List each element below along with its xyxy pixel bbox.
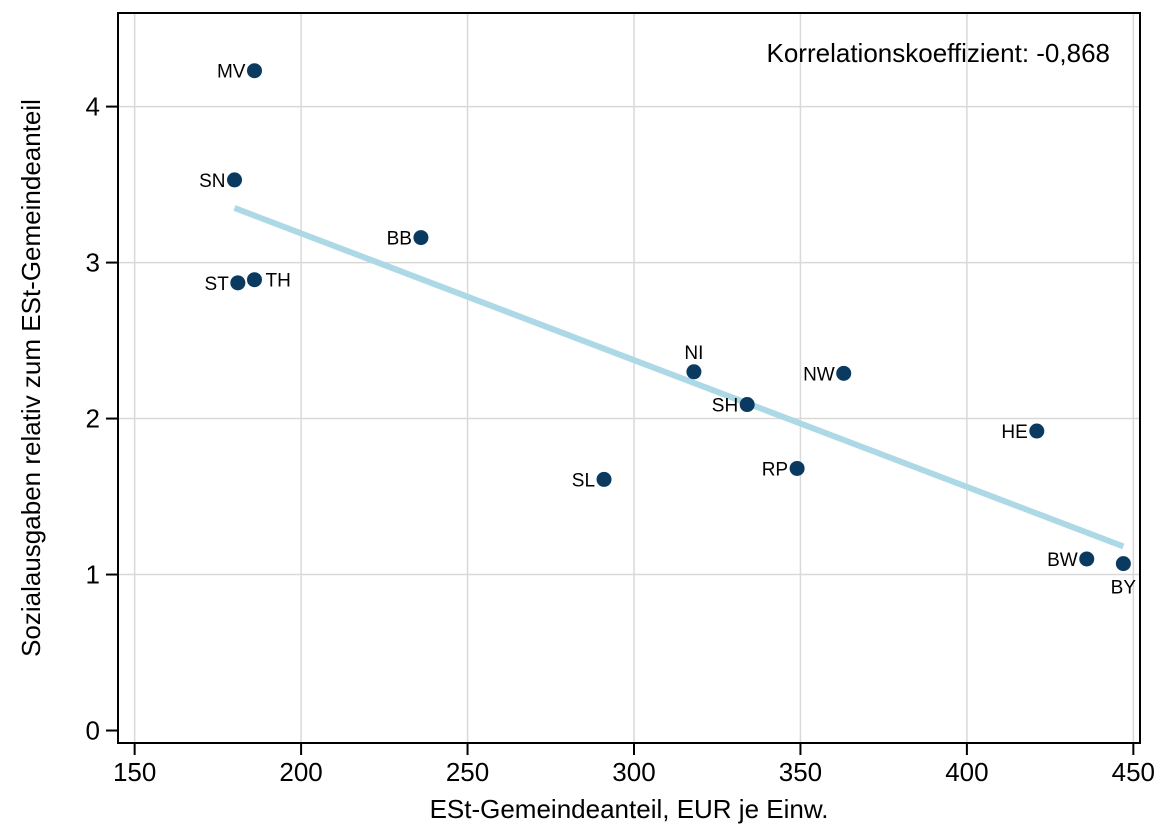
data-point-he — [1029, 423, 1045, 439]
x-axis-title: ESt-Gemeindeanteil, EUR je Einw. — [430, 794, 829, 824]
x-tick-label: 200 — [279, 757, 322, 787]
fit-line-group — [233, 205, 1125, 550]
data-label-bb: BB — [387, 229, 412, 250]
x-tick-label: 350 — [779, 757, 822, 787]
data-label-rp: RP — [762, 459, 788, 480]
correlation-annotation: Korrelationskoeffizient: -0,868 — [767, 38, 1111, 68]
x-tick-label: 400 — [945, 757, 988, 787]
data-point-ni — [686, 364, 702, 380]
data-label-th: TH — [265, 271, 290, 292]
x-tick-label: 150 — [113, 757, 156, 787]
data-points: MV SN BB ST TH NI NW SH HE RP SL BW BY — [199, 62, 1136, 599]
fit-line — [233, 205, 1125, 550]
x-tick-label: 250 — [446, 757, 489, 787]
data-label-mv: MV — [217, 62, 246, 83]
data-label-bw: BW — [1047, 550, 1078, 571]
y-tick-label: 3 — [86, 248, 100, 278]
data-point-st — [230, 275, 246, 291]
data-point-nw — [836, 365, 852, 381]
data-label-ni: NI — [684, 343, 703, 364]
x-tick-label: 300 — [612, 757, 655, 787]
x-tick-label: 450 — [1112, 757, 1155, 787]
data-point-th — [246, 272, 262, 288]
data-point-bw — [1079, 551, 1095, 567]
plot-frame — [117, 12, 1141, 744]
data-point-sn — [227, 172, 243, 188]
data-point-bb — [413, 230, 429, 246]
axes: 0 1 2 3 4 150 200 250 300 350 400 450 — [86, 92, 1156, 787]
y-axis-title: Sozialausgaben relativ zum ESt-Gemeindea… — [16, 99, 46, 657]
data-label-he: HE — [1001, 422, 1027, 443]
data-point-mv — [246, 63, 262, 79]
data-label-sn: SN — [199, 171, 225, 192]
data-label-sh: SH — [712, 396, 738, 417]
y-tick-label: 2 — [86, 404, 100, 434]
data-point-by — [1115, 556, 1131, 572]
data-point-rp — [789, 460, 805, 476]
data-label-sl: SL — [572, 470, 595, 491]
y-tick-label: 1 — [86, 560, 100, 590]
y-tick-label: 0 — [86, 716, 100, 746]
data-point-sl — [596, 471, 612, 487]
data-label-nw: NW — [803, 364, 835, 385]
data-label-by: BY — [1111, 578, 1137, 599]
data-label-st: ST — [205, 274, 230, 295]
data-point-sh — [739, 397, 755, 413]
y-tick-label: 4 — [86, 92, 100, 122]
grid-lines — [118, 13, 1140, 743]
